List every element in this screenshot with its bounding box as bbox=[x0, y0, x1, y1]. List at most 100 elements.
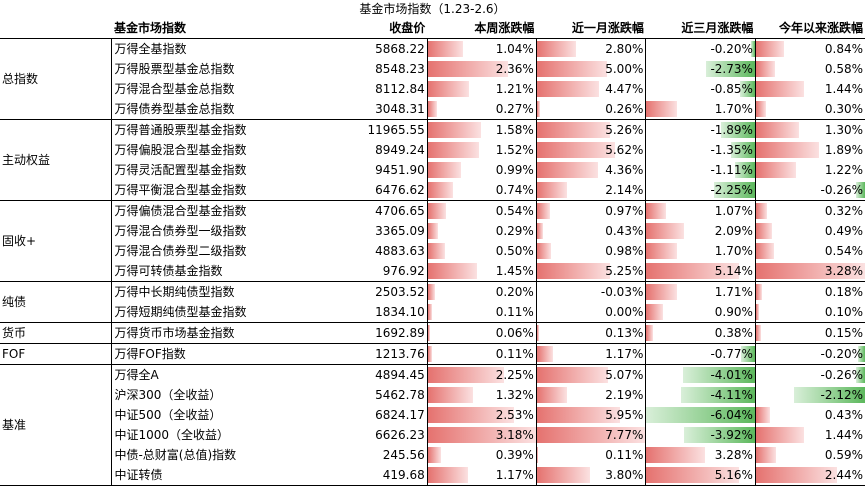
header-month: 近一月涨跌幅 bbox=[536, 18, 646, 39]
return-ytd-value: 0.59% bbox=[825, 448, 863, 462]
return-ytd-value: 0.49% bbox=[825, 224, 863, 238]
close-price: 9451.90 bbox=[368, 160, 428, 180]
return-quarter-cell: -1.35% bbox=[646, 140, 756, 160]
return-month-bar bbox=[537, 447, 539, 463]
return-quarter-value: -0.77% bbox=[710, 347, 752, 361]
return-quarter-cell: -2.73% bbox=[646, 59, 756, 79]
index-name: 万得灵活配置型基金指数 bbox=[112, 160, 368, 180]
return-month-cell: 0.26% bbox=[536, 99, 646, 120]
return-quarter-bar bbox=[646, 203, 665, 219]
category-label: 基准 bbox=[0, 365, 112, 486]
return-week-cell: 0.06% bbox=[427, 323, 536, 344]
return-ytd-value: -2.12% bbox=[821, 388, 863, 402]
return-ytd-cell: -0.20% bbox=[755, 344, 865, 365]
close-price: 6476.62 bbox=[368, 180, 428, 201]
return-month-bar bbox=[537, 243, 551, 259]
return-week-cell: 1.32% bbox=[427, 385, 536, 405]
return-ytd-cell: 0.58% bbox=[755, 59, 865, 79]
return-month-cell: 5.62% bbox=[536, 140, 646, 160]
return-quarter-cell: 1.07% bbox=[646, 201, 756, 222]
return-ytd-value: 0.84% bbox=[825, 42, 863, 56]
return-ytd-bar bbox=[756, 203, 767, 219]
close-price: 1213.76 bbox=[368, 344, 428, 365]
return-quarter-cell: 3.28% bbox=[646, 445, 756, 465]
category-label: 固收+ bbox=[0, 201, 112, 282]
return-quarter-cell: 2.09% bbox=[646, 221, 756, 241]
return-ytd-value: -0.26% bbox=[821, 368, 863, 382]
return-quarter-value: 3.28% bbox=[715, 448, 753, 462]
return-quarter-value: 1.07% bbox=[715, 204, 753, 218]
return-ytd-bar bbox=[756, 101, 766, 117]
return-week-bar bbox=[428, 122, 482, 138]
return-week-bar bbox=[428, 182, 453, 198]
return-month-cell: 0.00% bbox=[536, 302, 646, 323]
close-price: 8548.23 bbox=[368, 59, 428, 79]
return-week-value: 0.50% bbox=[496, 244, 534, 258]
return-week-cell: 0.50% bbox=[427, 241, 536, 261]
return-week-value: 0.20% bbox=[496, 285, 534, 299]
return-quarter-cell: -1.11% bbox=[646, 160, 756, 180]
return-week-cell: 1.52% bbox=[427, 140, 536, 160]
return-ytd-value: 0.10% bbox=[825, 305, 863, 319]
return-week-cell: 2.53% bbox=[427, 405, 536, 425]
return-week-cell: 1.17% bbox=[427, 465, 536, 486]
return-ytd-cell: 2.44% bbox=[755, 465, 865, 486]
close-price: 6626.23 bbox=[368, 425, 428, 445]
return-week-value: 0.11% bbox=[496, 347, 534, 361]
return-ytd-cell: 3.28% bbox=[755, 261, 865, 282]
return-month-cell: 2.14% bbox=[536, 180, 646, 201]
return-ytd-cell: 0.49% bbox=[755, 221, 865, 241]
return-month-value: 0.98% bbox=[605, 244, 643, 258]
return-quarter-value: -0.20% bbox=[710, 42, 752, 56]
return-month-value: 4.36% bbox=[605, 163, 643, 177]
return-ytd-bar bbox=[756, 407, 770, 423]
return-ytd-value: 0.54% bbox=[825, 244, 863, 258]
return-ytd-bar bbox=[756, 243, 774, 259]
return-week-value: 2.25% bbox=[496, 368, 534, 382]
return-quarter-cell: -3.92% bbox=[646, 425, 756, 445]
return-month-cell: 3.80% bbox=[536, 465, 646, 486]
return-month-cell: 0.43% bbox=[536, 221, 646, 241]
return-week-value: 0.74% bbox=[496, 183, 534, 197]
return-month-cell: 5.25% bbox=[536, 261, 646, 282]
return-month-cell: 0.11% bbox=[536, 445, 646, 465]
return-quarter-value: 2.09% bbox=[715, 224, 753, 238]
index-name: 中证500（全收益） bbox=[112, 405, 368, 425]
return-ytd-value: 1.30% bbox=[825, 123, 863, 137]
return-week-value: 0.29% bbox=[496, 224, 534, 238]
close-price: 3365.09 bbox=[368, 221, 428, 241]
return-week-bar bbox=[428, 447, 441, 463]
index-name: 万得股票型基金总指数 bbox=[112, 59, 368, 79]
return-month-cell: 4.47% bbox=[536, 79, 646, 99]
return-ytd-bar bbox=[756, 142, 819, 158]
return-month-bar bbox=[537, 387, 568, 403]
close-price: 6824.17 bbox=[368, 405, 428, 425]
index-name: 万得可转债基金指数 bbox=[112, 261, 368, 282]
return-ytd-cell: 0.84% bbox=[755, 39, 865, 60]
return-month-bar bbox=[537, 203, 551, 219]
return-quarter-bar bbox=[646, 243, 677, 259]
return-month-bar bbox=[537, 142, 616, 158]
return-month-value: 0.13% bbox=[605, 326, 643, 340]
return-month-value: 5.07% bbox=[605, 368, 643, 382]
return-ytd-cell: 1.44% bbox=[755, 79, 865, 99]
close-price: 3048.31 bbox=[368, 99, 428, 120]
return-ytd-bar bbox=[756, 223, 772, 239]
return-month-cell: 2.19% bbox=[536, 385, 646, 405]
return-ytd-bar bbox=[756, 447, 776, 463]
return-ytd-value: 1.44% bbox=[825, 428, 863, 442]
return-quarter-bar bbox=[646, 304, 662, 320]
return-week-bar bbox=[428, 101, 437, 117]
return-month-cell: 7.77% bbox=[536, 425, 646, 445]
return-ytd-bar bbox=[756, 41, 784, 57]
return-week-cell: 0.20% bbox=[427, 282, 536, 303]
return-ytd-cell: -0.26% bbox=[755, 180, 865, 201]
return-ytd-cell: 0.18% bbox=[755, 282, 865, 303]
